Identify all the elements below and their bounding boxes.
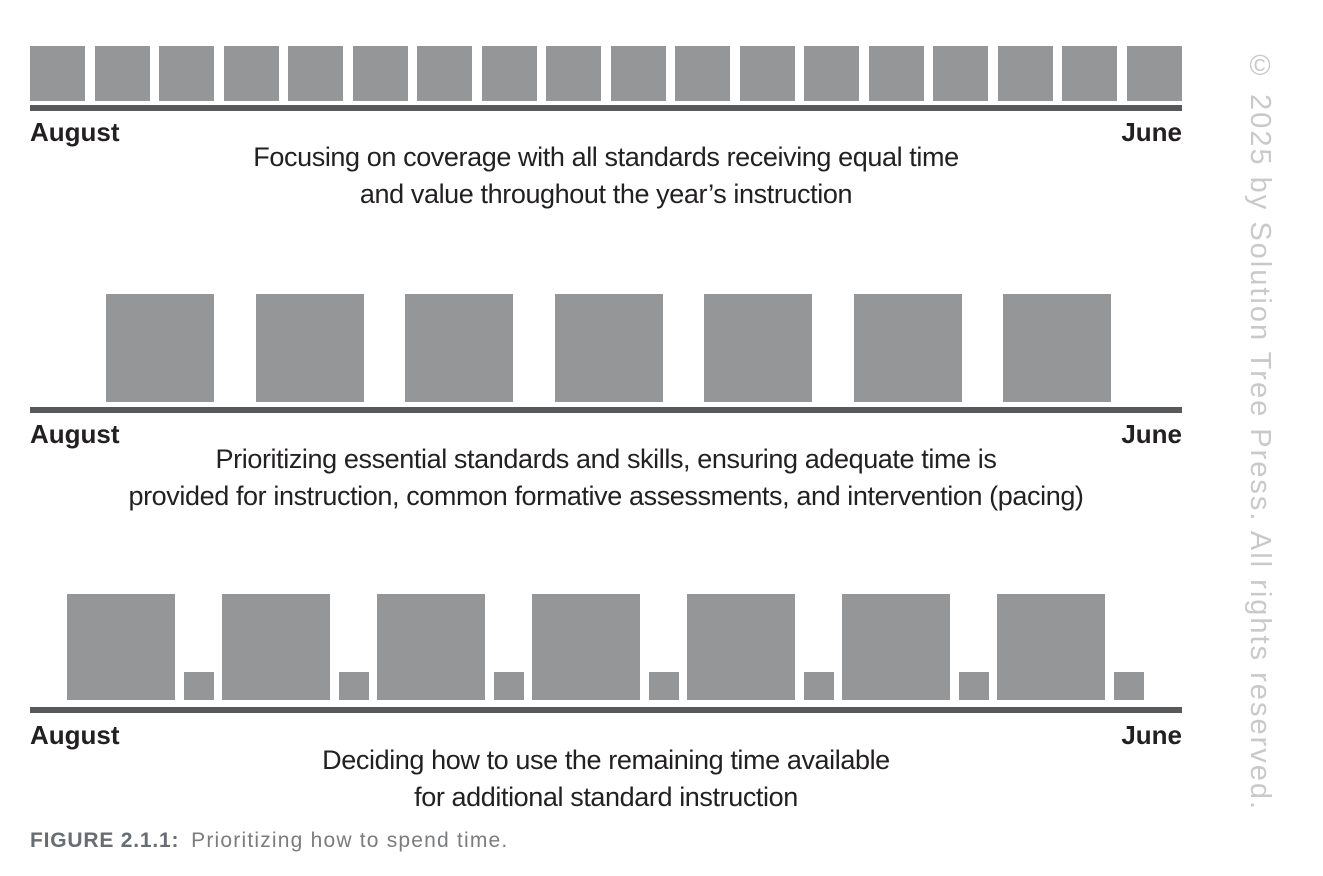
time-block [546,46,602,101]
time-block [481,46,537,101]
time-block [352,46,408,101]
timeline-2-blocks [106,294,1111,402]
time-block [223,46,279,101]
start-month-label: August [30,117,120,147]
instruction-time-block [687,594,795,700]
time-block [853,294,962,402]
time-block [405,294,513,402]
time-block [159,46,215,101]
time-block [997,46,1053,101]
description-line: Deciding how to use the remaining time a… [322,745,890,775]
time-block [106,294,214,402]
description-line: provided for instruction, common formati… [128,481,1084,511]
end-month-label: June [1121,720,1182,750]
figure-number-label: FIGURE 2.1.1: [30,829,180,852]
end-month-label: June [1121,117,1182,147]
remaining-time-block [1114,672,1144,700]
instruction-time-block [997,594,1105,700]
instruction-time-block [222,594,330,700]
time-block [704,294,812,402]
timeline-2-description: Prioritizing essential standards and ski… [30,441,1182,515]
copyright-watermark: © 2025 by Solution Tree Press. All right… [1244,50,1276,812]
remaining-time-block [494,672,524,700]
time-block [610,46,666,101]
timeline-1-blocks [30,46,1182,101]
start-month-label: August [30,419,120,449]
instruction-time-block [532,594,640,700]
figure-caption: FIGURE 2.1.1: Prioritizing how to spend … [30,829,508,853]
remaining-time-block [804,672,834,700]
time-block [554,294,663,402]
remaining-time-block [959,672,989,700]
instruction-time-block [842,594,950,700]
time-block [1003,294,1111,402]
start-month-label: August [30,720,120,750]
timeline-2-labels: August June [30,419,1182,450]
time-block [804,46,860,101]
time-block [417,46,473,101]
timeline-3-blocks [67,594,1144,700]
instruction-time-block [67,594,175,700]
time-block [868,46,924,101]
timeline-3-axis [30,707,1182,713]
timeline-1-description: Focusing on coverage with all standards … [30,139,1182,213]
time-block [30,46,85,101]
time-block [255,294,364,402]
timeline-3-labels: August June [30,720,1182,751]
timeline-2-axis [30,407,1182,413]
description-line: Prioritizing essential standards and ski… [215,444,997,474]
description-line: and value throughout the year’s instruct… [359,179,853,209]
time-block [1062,46,1118,101]
time-block [288,46,344,101]
remaining-time-block [184,672,214,700]
remaining-time-block [339,672,369,700]
time-block [1126,46,1182,101]
timeline-1-labels: August June [30,117,1182,148]
description-line: Focusing on coverage with all standards … [253,142,959,172]
time-block [675,46,731,101]
remaining-time-block [649,672,679,700]
time-block [94,46,150,101]
figure-caption-text: Prioritizing how to spend time. [191,829,509,852]
description-line: for additional standard instruction [414,782,798,812]
timeline-3-description: Deciding how to use the remaining time a… [30,742,1182,816]
timeline-1-axis [30,105,1182,111]
end-month-label: June [1121,419,1182,449]
instruction-time-block [377,594,485,700]
time-block [739,46,795,101]
time-block [933,46,989,101]
